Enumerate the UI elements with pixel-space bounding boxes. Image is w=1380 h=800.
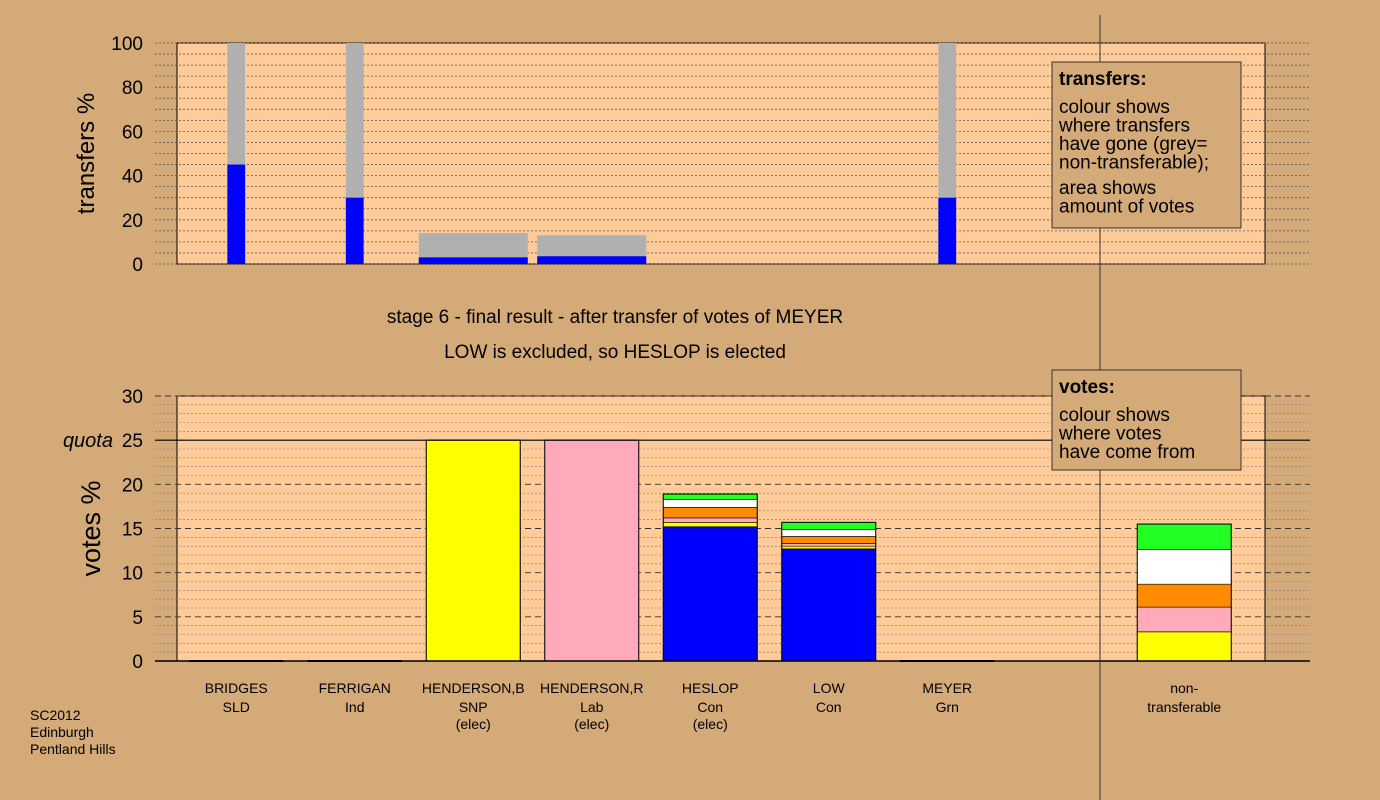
votes-y-tick-label: 5 — [132, 608, 143, 629]
votes-bar-segment — [425, 439, 521, 662]
candidate-party-label: Con — [816, 699, 842, 715]
candidate-elected-label: (elec) — [574, 716, 609, 732]
transfers-y-axis-label: transfers % — [73, 93, 100, 214]
candidate-name-label: HESLOP — [682, 680, 739, 696]
votes-bar-segment — [662, 522, 758, 528]
candidate-party-label: Con — [697, 699, 723, 715]
votes-bar-segment — [1136, 583, 1232, 608]
votes-legend-line: have come from — [1059, 442, 1195, 463]
footer-line-3: Pentland Hills — [30, 741, 116, 757]
transfers-bar-transferred — [345, 197, 364, 264]
votes-bar-segment — [781, 545, 877, 550]
transfers-legend-line: area shows — [1059, 178, 1156, 199]
transfers-y-tick-label: 20 — [122, 211, 143, 232]
transfers-legend-box — [1051, 61, 1242, 229]
votes-y-tick-label: 20 — [122, 475, 143, 496]
transfers-y-tick-label: 80 — [122, 78, 143, 99]
transfers-bar-transferred — [938, 197, 957, 264]
votes-bar-segment — [662, 526, 758, 662]
votes-y-axis-label: votes % — [76, 480, 106, 576]
votes-bar-segment — [781, 536, 877, 544]
transfers-legend-title: transfers: — [1059, 69, 1147, 90]
footer-line-2: Edinburgh — [30, 724, 94, 740]
transfers-y-tick-label: 100 — [111, 34, 143, 55]
result-subtitle: LOW is excluded, so HESLOP is elected — [444, 342, 786, 363]
votes-bar-segment — [1136, 631, 1232, 662]
stage-title: stage 6 - final result - after transfer … — [387, 307, 843, 328]
transfers-bar-transferred — [537, 256, 647, 264]
candidate-name-label: FERRIGAN — [319, 680, 391, 696]
candidate-name-label: LOW — [813, 680, 846, 696]
votes-bar-segment — [662, 517, 758, 523]
transfers-y-tick-label: 0 — [132, 255, 143, 276]
transfers-y-tick-label: 60 — [122, 122, 143, 143]
votes-bar-segment — [1136, 523, 1232, 550]
votes-bar-segment — [1136, 606, 1232, 633]
votes-bar-segment — [662, 493, 758, 500]
footer-line-1: SC2012 — [30, 707, 81, 723]
votes-y-tick-label: 10 — [122, 564, 143, 585]
candidate-party-label: Lab — [580, 699, 604, 715]
transfers-legend-line: have gone (grey= — [1059, 134, 1207, 155]
votes-y-tick-label: 15 — [122, 520, 143, 541]
transfers-legend-line: colour shows — [1059, 97, 1170, 118]
candidate-elected-label: (elec) — [693, 716, 728, 732]
votes-legend-line: colour shows — [1059, 405, 1170, 426]
candidate-name-label: HENDERSON,R — [540, 680, 643, 696]
votes-bar-segment — [781, 522, 877, 530]
candidate-name-label: HENDERSON,B — [422, 680, 525, 696]
votes-legend-title: votes: — [1059, 377, 1115, 398]
transfers-legend-line: where transfers — [1058, 116, 1190, 137]
votes-legend-line: where votes — [1058, 424, 1161, 445]
votes-bar-segment — [1136, 549, 1232, 585]
votes-y-tick-label: 25 — [122, 431, 143, 452]
candidate-name-label: BRIDGES — [205, 680, 268, 696]
candidate-party-label: SNP — [459, 699, 488, 715]
votes-y-tick-label: 0 — [132, 652, 143, 673]
candidate-elected-label: (elec) — [456, 716, 491, 732]
transfers-legend-line: amount of votes — [1059, 197, 1194, 218]
transfers-y-tick-label: 40 — [122, 167, 143, 188]
votes-bar-segment — [781, 548, 877, 662]
candidate-party-label: SLD — [223, 699, 250, 715]
candidate-party-label: Grn — [936, 699, 959, 715]
votes-bar-segment — [662, 499, 758, 508]
transfers-bar-transferred — [418, 257, 528, 264]
candidate-name-label: non- — [1170, 680, 1198, 696]
candidate-party-label: transferable — [1147, 699, 1221, 715]
transfers-legend-line: non-transferable); — [1059, 153, 1209, 174]
transfers-bar-transferred — [227, 164, 246, 264]
candidate-name-label: MEYER — [922, 680, 972, 696]
votes-panel: 0 5 10 15 20 25 30 votes % BRIDGES SLD FERRIGAN Ind… — [63, 387, 1310, 732]
quota-label: quota — [63, 430, 113, 452]
votes-bar-segment — [781, 543, 877, 547]
votes-y-tick-label: 30 — [122, 387, 143, 408]
votes-bar-segment — [781, 529, 877, 537]
votes-bar-segment — [662, 506, 758, 519]
votes-bar-segment — [544, 439, 640, 662]
votes-legend-box — [1051, 369, 1242, 471]
candidate-party-label: Ind — [345, 699, 364, 715]
